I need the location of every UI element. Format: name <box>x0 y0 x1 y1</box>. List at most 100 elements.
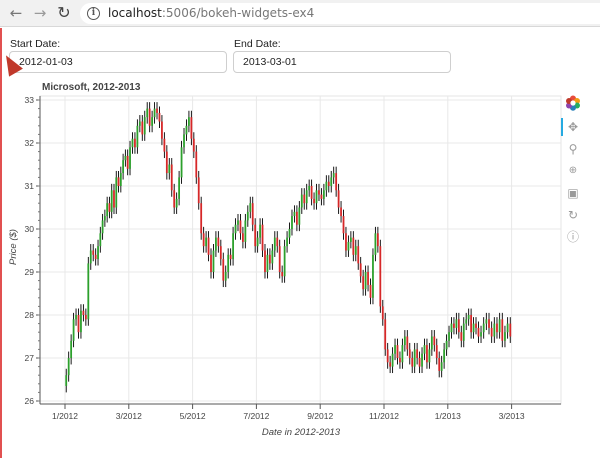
chart-grid <box>39 95 562 405</box>
candle-body <box>215 237 217 251</box>
candle-body <box>77 315 80 333</box>
candle-body <box>498 319 501 333</box>
wheel-zoom-icon[interactable]: ⊕ <box>568 165 578 176</box>
address-bar[interactable]: i localhost:5006/bokeh-widgets-ex4 <box>80 3 600 24</box>
help-icon[interactable]: ⓘ <box>566 230 579 244</box>
candle-body <box>337 190 340 208</box>
end-date-input[interactable]: 2013-03-01 <box>233 51 451 73</box>
candle-body <box>264 250 266 272</box>
candle-body <box>251 203 254 225</box>
candle-body <box>244 220 247 242</box>
candle-body <box>453 323 455 328</box>
candle-body <box>362 276 365 290</box>
candle-body <box>359 263 362 277</box>
candle-body <box>391 353 394 367</box>
candle-body <box>200 203 203 234</box>
candle-body <box>180 147 183 178</box>
candle-body <box>278 246 281 272</box>
candle-body <box>462 323 465 341</box>
back-arrow-icon[interactable]: ← <box>9 4 23 22</box>
candle-body <box>67 358 70 376</box>
candle-body <box>480 332 482 337</box>
box-zoom-icon[interactable]: ⚲ <box>568 142 578 156</box>
candle-body <box>342 216 345 234</box>
x-axis-label: Date in 2012-2013 <box>262 427 341 438</box>
candle-body <box>504 332 506 341</box>
candle-body <box>443 349 446 363</box>
candle-body <box>168 164 171 174</box>
info-icon[interactable]: i <box>87 7 100 20</box>
candle-body <box>141 121 144 135</box>
candle-body <box>87 263 90 320</box>
candle-body <box>227 254 230 272</box>
y-axis-label: Price ($) <box>8 229 19 265</box>
forward-arrow-icon[interactable]: → <box>33 4 47 22</box>
candle-body <box>183 134 185 148</box>
candle-body <box>509 323 512 337</box>
candle-body <box>178 177 181 199</box>
candle-body <box>300 194 303 208</box>
candle-body <box>261 224 264 251</box>
y-tick-label: 30 <box>25 224 35 234</box>
candle-body <box>101 220 104 234</box>
x-tick-label: 7/2012 <box>243 411 269 421</box>
candle-body <box>335 173 338 191</box>
candle-body <box>237 220 239 225</box>
candle-body <box>266 254 269 272</box>
candle-body <box>372 254 374 298</box>
candle-body <box>340 207 342 217</box>
candle-body <box>347 241 350 251</box>
candle-body <box>485 319 488 324</box>
candle-body <box>413 349 416 367</box>
candle-body <box>408 349 411 358</box>
candle-body <box>457 319 460 333</box>
candle-body <box>345 233 347 251</box>
candle-body <box>426 345 428 363</box>
start-date-label: Start Date: <box>10 38 61 50</box>
candle-body <box>106 203 109 217</box>
candle-body <box>136 125 139 148</box>
x-tick-label: 11/2012 <box>369 411 399 421</box>
x-tick-label: 3/2013 <box>499 411 525 421</box>
candle-body <box>465 319 468 324</box>
candle-body <box>418 358 421 367</box>
y-tick-label: 26 <box>25 396 35 406</box>
start-date-input[interactable]: 2012-01-03 <box>9 51 227 73</box>
candle-body <box>423 345 426 354</box>
candle-body <box>222 259 225 281</box>
active-tool-marker <box>561 118 563 136</box>
candle-body <box>322 190 325 199</box>
candle-body <box>273 237 276 251</box>
y-tick-label: 27 <box>25 353 35 363</box>
candle-body <box>219 246 222 260</box>
bokeh-logo-icon[interactable] <box>564 95 582 113</box>
candle-body <box>352 237 355 255</box>
candle-body <box>349 237 352 242</box>
candle-body <box>298 207 301 225</box>
candle-body <box>482 323 485 333</box>
url-text[interactable]: localhost:5006/bokeh-widgets-ex4 <box>108 6 314 20</box>
candle-body <box>173 190 176 208</box>
chart-title: Microsoft, 2012-2013 <box>42 82 141 93</box>
candle-body <box>84 315 87 320</box>
x-tick-label: 3/2012 <box>116 411 142 421</box>
candle-body <box>82 310 85 315</box>
candle-body <box>143 117 146 135</box>
candle-body <box>113 190 115 208</box>
candle-body <box>283 246 286 277</box>
reset-icon[interactable]: ↻ <box>567 208 579 222</box>
candle-body <box>207 237 210 255</box>
candle-body <box>249 203 252 212</box>
reload-icon[interactable]: ↻ <box>57 3 71 22</box>
pan-icon[interactable]: ✥ <box>567 120 579 134</box>
candle-body <box>229 254 232 260</box>
save-icon[interactable]: ▣ <box>567 186 579 200</box>
candle-body <box>386 349 389 363</box>
candle-body <box>212 250 215 272</box>
candle-body <box>455 319 458 328</box>
x-tick-label: 5/2012 <box>180 411 206 421</box>
candle-body <box>202 233 205 247</box>
x-tick-label: 1/2013 <box>435 411 461 421</box>
candle-body <box>506 323 509 333</box>
